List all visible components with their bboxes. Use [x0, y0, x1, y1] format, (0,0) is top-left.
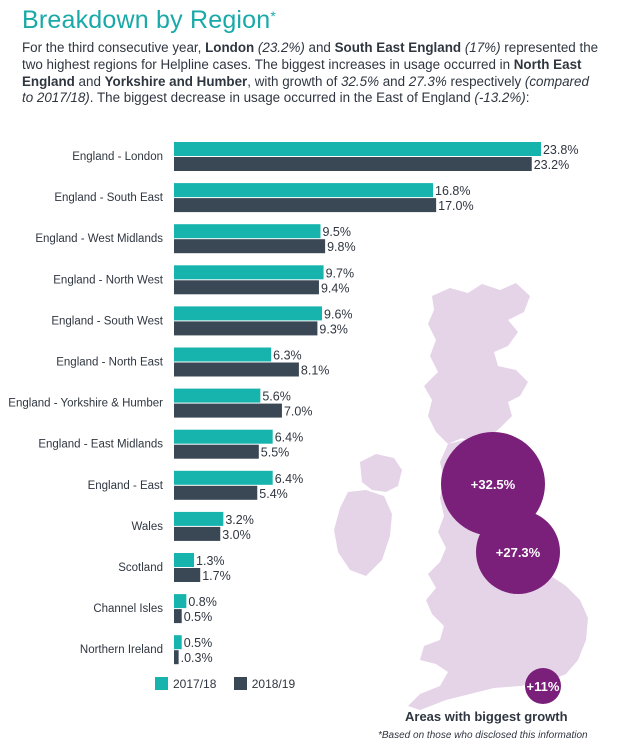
legend-swatch-2017: [155, 677, 168, 690]
map-ireland: [334, 490, 392, 576]
chart-legend: 2017/18 2018/19: [155, 677, 309, 691]
bar-2018: [174, 157, 532, 171]
bars-group: England - London 23.8%23.2% England - Sout…: [8, 142, 578, 665]
bar-2017: [174, 429, 273, 444]
bar-2018: [174, 321, 318, 336]
bar-2017: [174, 347, 272, 362]
growth-bubbles: +32.5% +27.3% +11%: [441, 432, 561, 704]
value-label: 0.8%: [188, 595, 217, 609]
map-northern-ireland: [360, 454, 402, 492]
category-label: England - East Midlands: [38, 439, 163, 451]
legend-swatch-2018: [233, 677, 247, 690]
growth-bubble: [441, 432, 545, 536]
bar-2018: [174, 568, 201, 582]
intro-paragraph: For the third consecutive year, London (…: [22, 40, 599, 106]
growth-bubble: [476, 510, 560, 594]
value-label: 1.7%: [202, 569, 231, 583]
bar-2018: [174, 403, 282, 418]
value-label: 0.5%: [184, 610, 213, 624]
bar-2018: [174, 609, 182, 624]
bar-2017: [174, 142, 541, 156]
bar-2017: [174, 388, 261, 403]
bar-2017: [174, 635, 182, 650]
value-label: 9.7%: [326, 266, 355, 280]
value-label: 3.2%: [225, 513, 254, 527]
value-label: 5.5%: [261, 446, 290, 460]
bar-2018: [174, 444, 259, 459]
category-label: England - South East: [54, 192, 163, 204]
value-label: 9.4%: [321, 281, 350, 295]
growth-bubble-label: +32.5%: [471, 477, 516, 492]
value-label: 8.1%: [301, 364, 330, 378]
legend-item-2018: 2018/19: [233, 677, 295, 691]
growth-bubble-label: +27.3%: [496, 545, 541, 560]
value-label: 6.3%: [273, 349, 302, 363]
category-label: Wales: [131, 521, 163, 533]
bar-2017: [174, 265, 324, 280]
value-label: 5.6%: [262, 390, 291, 404]
bar-2017: [174, 594, 187, 609]
bar-2018: [174, 485, 258, 500]
growth-bubble-label: +11%: [527, 679, 560, 694]
title-footnote-mark: *: [270, 8, 277, 24]
legend-item-2017: 2017/18: [155, 677, 216, 691]
category-label: Northern Ireland: [80, 644, 163, 656]
bar-2017: [174, 306, 323, 321]
growth-bubble: [525, 668, 561, 704]
value-label: 3.0%: [222, 528, 251, 542]
bar-2018: [174, 650, 179, 665]
map-scotland: [424, 283, 530, 444]
category-label: Channel Isles: [93, 603, 163, 615]
bar-2018: [174, 280, 319, 295]
bar-2018: [174, 526, 221, 541]
growth-caption: Areas with biggest growth: [405, 709, 568, 724]
value-label: 9.5%: [322, 225, 351, 239]
bar-2017: [174, 183, 434, 198]
value-label: 23.8%: [543, 143, 578, 157]
category-label: England - North West: [53, 274, 164, 286]
value-label: 9.3%: [319, 322, 348, 336]
bar-2017: [174, 511, 224, 526]
category-label: England - London: [72, 151, 163, 163]
value-label: 7.0%: [284, 405, 313, 419]
value-label: 5.4%: [259, 487, 288, 501]
bar-2017: [174, 470, 273, 485]
value-label: 6.4%: [275, 431, 304, 445]
bar-2018: [174, 198, 437, 213]
category-label: England - South West: [51, 315, 163, 327]
category-label: England - West Midlands: [35, 233, 163, 245]
bar-2017: [174, 553, 195, 567]
category-label: Scotland: [118, 562, 163, 574]
value-label: 9.8%: [327, 240, 356, 254]
category-label: England - East: [88, 480, 164, 492]
value-label: 23.2%: [534, 158, 569, 172]
value-label: 16.8%: [435, 184, 470, 198]
bar-2017: [174, 224, 321, 239]
category-label: England - North East: [56, 357, 164, 369]
category-label: England - Yorkshire & Humber: [8, 398, 163, 410]
value-label: 0.5%: [184, 636, 213, 650]
footnote: *Based on those who disclosed this infor…: [378, 730, 588, 741]
page-title: Breakdown by Region*: [22, 6, 277, 34]
bar-2018: [174, 239, 326, 254]
value-label: 1.3%: [196, 554, 225, 568]
value-label: 6.4%: [275, 472, 304, 486]
value-label: 9.6%: [324, 307, 353, 321]
value-label: .0.3%: [181, 651, 213, 665]
bar-2018: [174, 362, 299, 377]
value-label: 17.0%: [438, 199, 473, 213]
